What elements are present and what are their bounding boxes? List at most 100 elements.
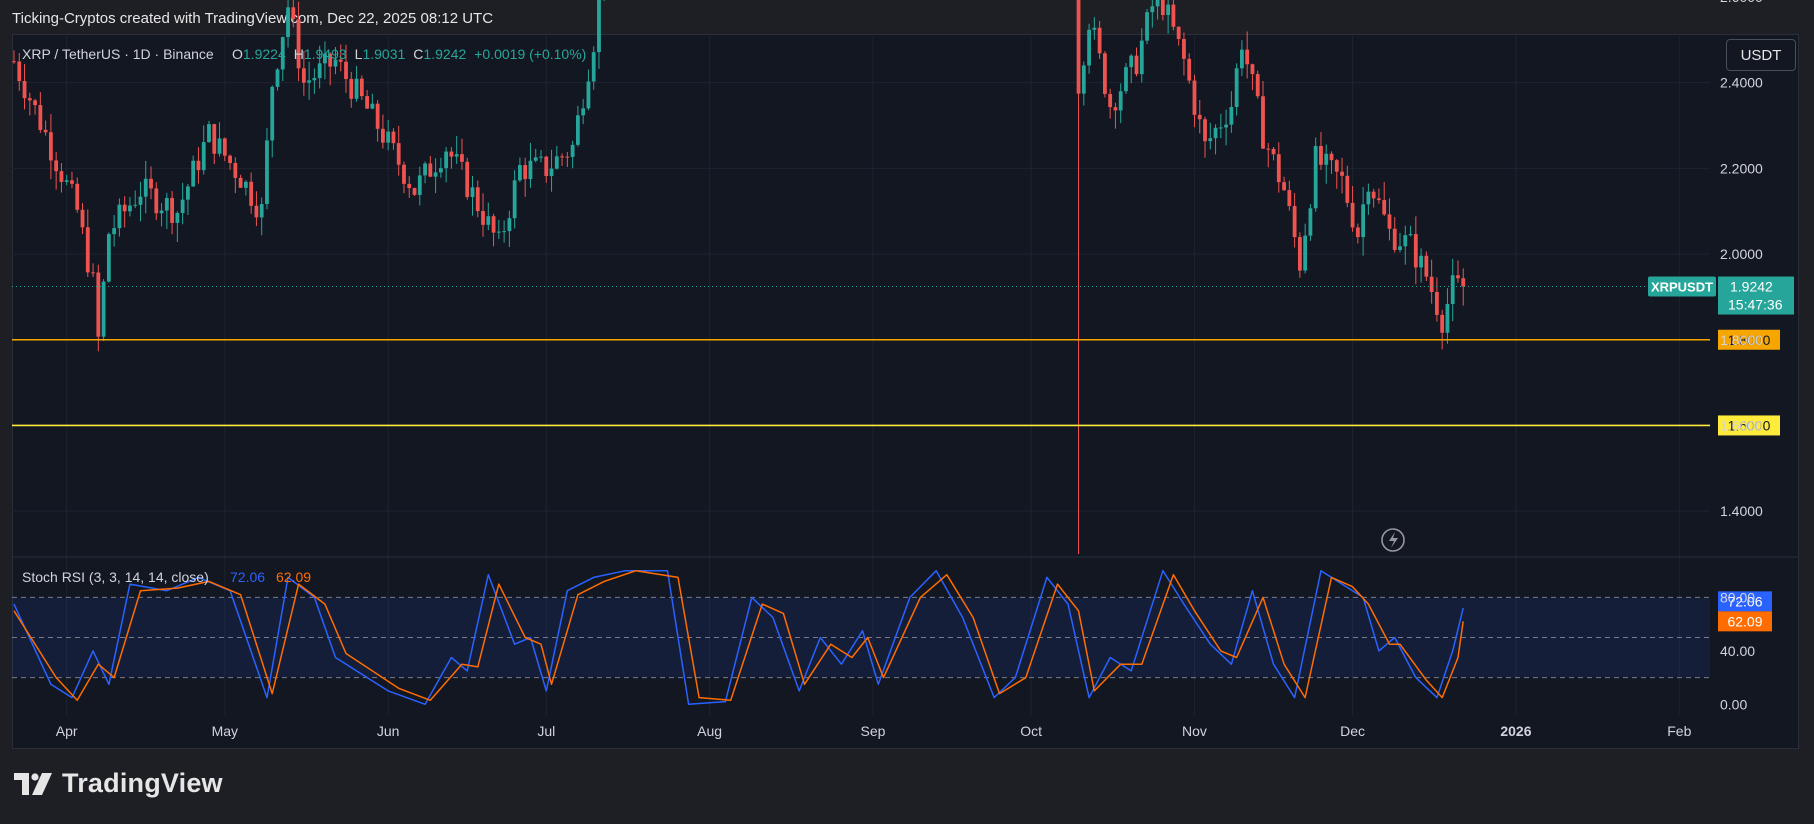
candle-body — [491, 216, 496, 233]
chart-header: XRP / TetherUS · 1D · Binance O1.9224 H1.… — [22, 46, 586, 585]
candle-body — [1245, 49, 1250, 65]
candle-body — [1182, 39, 1186, 59]
candle-body — [1377, 198, 1381, 201]
candle-body — [539, 156, 543, 158]
stoch-value-tag: 62.09 — [1727, 613, 1762, 629]
price-tick-label: 2.4000 — [1720, 75, 1763, 91]
tradingview-logo: TradingView — [14, 768, 223, 799]
candle-body — [333, 59, 338, 67]
candle-body — [1076, 0, 1081, 94]
candle-body — [391, 131, 396, 144]
candle-body — [496, 231, 501, 233]
candle-body — [91, 272, 95, 274]
candle-body — [301, 68, 306, 83]
replay-icon[interactable] — [1381, 528, 1405, 552]
candle-body — [449, 151, 454, 157]
stoch-rsi-pane: 72.06 62.09 — [12, 569, 1772, 706]
time-axis-label: Jun — [377, 723, 400, 739]
stoch-line-d — [13, 569, 1464, 702]
price-tick-label: 1.4000 — [1720, 503, 1763, 519]
candle-body — [438, 168, 443, 173]
candle-body — [402, 164, 406, 184]
candle-body — [444, 151, 449, 169]
stoch-title: Stoch RSI (3, 3, 14, 14, close) — [22, 569, 209, 585]
candle-body — [1097, 27, 1102, 54]
stoch-tick-label: 80.00 — [1720, 589, 1755, 605]
candle-body — [470, 187, 475, 198]
low-value: 1.9031 — [362, 46, 405, 62]
candle-body — [122, 204, 127, 212]
candle-body — [307, 80, 312, 83]
candle-body — [1255, 73, 1260, 97]
price-tick-label: 2.6000 — [1720, 0, 1763, 5]
candle-body — [1240, 49, 1244, 69]
time-axis-label: 2026 — [1500, 723, 1531, 739]
candle-body — [1139, 40, 1144, 75]
candle-body — [286, 7, 290, 38]
grid — [12, 36, 1799, 715]
candle-body — [1308, 208, 1313, 236]
candle-body — [101, 281, 106, 337]
candle-body — [33, 100, 37, 106]
candle-body — [48, 132, 53, 161]
price-tick-label: 2.2000 — [1720, 160, 1763, 176]
candle-body — [1208, 138, 1213, 142]
close-label: C — [413, 46, 423, 62]
candle-body — [117, 204, 122, 229]
candle-body — [1224, 124, 1228, 128]
candle-body — [1118, 91, 1123, 111]
candle-body — [454, 154, 459, 157]
candle-body — [581, 108, 586, 116]
stoch-value-tag: 72.06 — [1727, 593, 1762, 609]
support-label-box — [1718, 415, 1780, 436]
open-value: 1.9224 — [243, 46, 286, 62]
candle-body — [381, 128, 385, 143]
candle-body — [507, 218, 512, 232]
candle-body — [460, 154, 464, 162]
candle-body — [1461, 278, 1466, 287]
candle-body — [1087, 29, 1091, 66]
candle-body — [486, 216, 491, 225]
candle-body — [1392, 228, 1397, 250]
candle-body — [1408, 234, 1413, 236]
candle-body — [323, 53, 327, 64]
candle-body — [1424, 255, 1429, 277]
candles — [12, 0, 1466, 554]
symbol-tag: XRPUSDT — [1651, 280, 1713, 295]
candle-body — [191, 160, 196, 187]
candle-body — [407, 183, 412, 189]
support-label: 1.8000 — [1728, 332, 1771, 348]
time-axis-label: Jul — [537, 723, 555, 739]
symbol-tag-box — [1648, 276, 1716, 297]
candle-body — [386, 131, 391, 143]
candle-body — [518, 165, 522, 181]
candle-body — [1124, 67, 1128, 92]
candle-body — [528, 160, 533, 180]
currency-button[interactable]: USDT — [1726, 39, 1796, 71]
support-label-box — [1718, 329, 1780, 350]
candle-body — [1197, 114, 1202, 120]
candle-body — [1382, 200, 1387, 215]
candle-body — [1292, 206, 1297, 238]
candle-body — [128, 205, 132, 212]
candle-body — [291, 7, 296, 20]
change-value: +0.0019 (+0.10%) — [474, 46, 586, 62]
candle-body — [59, 171, 64, 182]
candle-body — [54, 160, 59, 172]
candle-body — [354, 78, 359, 99]
candle-body — [338, 59, 343, 62]
candle-body — [1213, 127, 1218, 139]
price-tick-label: 2.0000 — [1720, 246, 1763, 262]
candle-body — [254, 205, 259, 218]
candle-body — [112, 228, 117, 235]
candle-body — [481, 211, 485, 225]
candle-body — [1102, 53, 1107, 94]
candle-body — [1419, 255, 1423, 268]
candle-body — [243, 181, 248, 188]
symbol-title: XRP / TetherUS · 1D · Binance — [22, 46, 214, 62]
candle-body — [106, 234, 111, 282]
candle-body — [1429, 276, 1434, 292]
candle-body — [1435, 291, 1439, 315]
candle-body — [1081, 65, 1086, 94]
